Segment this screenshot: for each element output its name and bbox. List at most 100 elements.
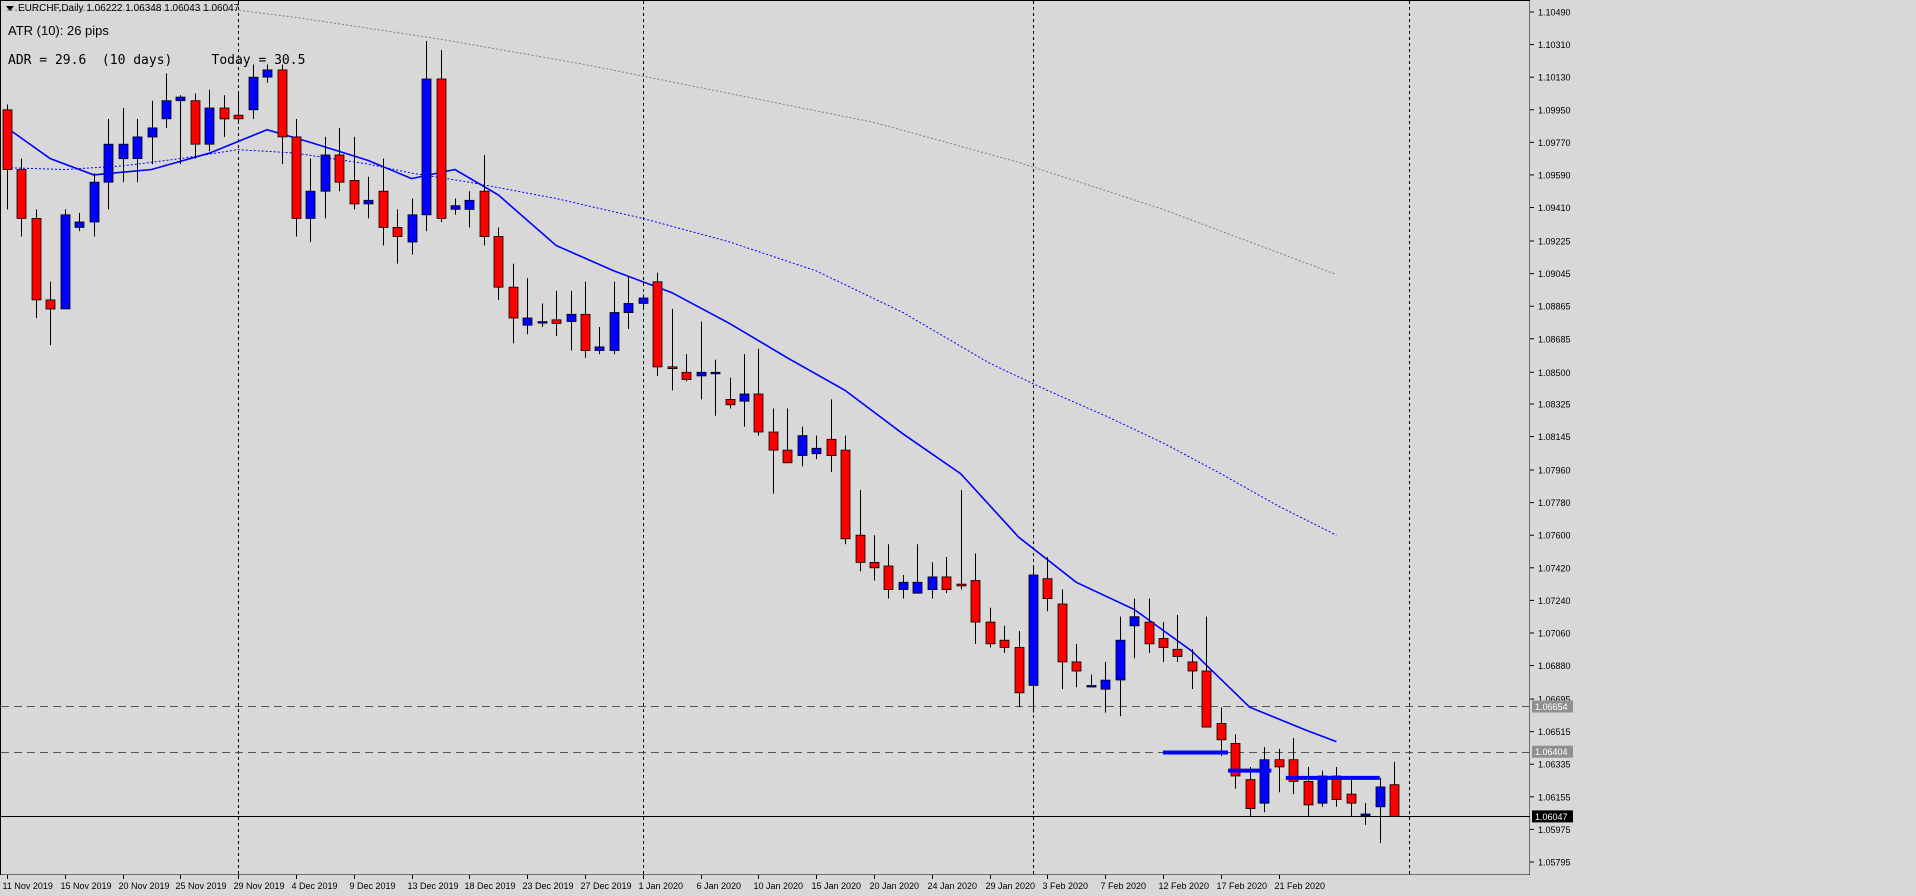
time-axis-tick-label: 1 Jan 2020 (639, 881, 684, 891)
candle-body (248, 76, 259, 111)
candle-body (1201, 670, 1212, 728)
price-axis-tick-label: 1.07780 (1538, 498, 1571, 508)
candle-body (118, 143, 129, 160)
symbol-ohlc-header: EURCHF,Daily 1.06222 1.06348 1.06043 1.0… (6, 3, 239, 14)
candle-body (1172, 648, 1183, 657)
candle-body (190, 100, 201, 145)
candle-body (132, 136, 143, 159)
candle-body (45, 299, 56, 310)
time-axis-tick-label: 18 Dec 2019 (465, 881, 516, 891)
candle-body (1014, 647, 1025, 694)
price-axis-tick-label: 1.06155 (1538, 792, 1571, 802)
candle-body (1071, 661, 1082, 672)
price-axis-tick-label: 1.09410 (1538, 203, 1571, 213)
price-axis-tick-label: 1.10310 (1538, 40, 1571, 50)
candle-body (609, 312, 620, 351)
candle-body (31, 217, 42, 301)
candle-body (941, 576, 952, 591)
candle-body (204, 107, 215, 145)
candle-body (768, 431, 779, 451)
candle-body (219, 107, 230, 120)
candle-body (566, 313, 577, 322)
price-axis-tick-label: 1.07960 (1538, 466, 1571, 476)
candle-body (999, 639, 1010, 648)
candle-body (1288, 759, 1299, 782)
candle-body (1259, 759, 1270, 804)
candle-body (16, 169, 27, 219)
time-axis-tick-label: 11 Nov 2019 (3, 881, 53, 891)
time-axis-tick-label: 7 Feb 2020 (1101, 881, 1147, 891)
candle-body (725, 398, 736, 406)
candle-body (378, 190, 389, 228)
candle-body (103, 143, 114, 183)
adr-indicator-label: ADR = 29.6 (10 days) Today = 30.5 (8, 53, 306, 68)
time-axis-tick-label: 4 Dec 2019 (292, 881, 338, 891)
candle-body (782, 449, 793, 464)
price-axis-tick-label: 1.06695 (1538, 695, 1571, 705)
time-axis-tick-label: 15 Nov 2019 (61, 881, 112, 891)
candle-body (1303, 781, 1314, 806)
candle-body (305, 190, 316, 219)
candle-body (1360, 813, 1371, 817)
candle-body (753, 393, 764, 433)
time-axis-tick-label: 3 Feb 2020 (1043, 881, 1089, 891)
candle-body (2, 109, 13, 170)
price-axis-tick-label: 1.07600 (1538, 531, 1571, 541)
time-axis-tick-label: 27 Dec 2019 (581, 881, 632, 891)
time-axis-tick-label: 25 Nov 2019 (176, 881, 227, 891)
dropdown-triangle-icon[interactable] (6, 5, 14, 11)
candle-body (1028, 574, 1039, 686)
price-axis-tick-label: 1.08865 (1538, 302, 1571, 312)
candle-body (392, 226, 403, 237)
candle-body (1375, 786, 1386, 808)
time-axis-tick-label: 15 Jan 2020 (812, 881, 862, 891)
price-axis-tick-label: 1.07420 (1538, 563, 1571, 573)
candle-body (739, 393, 750, 402)
price-axis-tick-label: 1.06515 (1538, 727, 1571, 737)
candle-body (479, 190, 490, 237)
candle-body (869, 562, 880, 569)
time-axis-tick-label: 29 Jan 2020 (986, 881, 1036, 891)
time-axis-tick-label: 10 Jan 2020 (754, 881, 804, 891)
candle-body (1346, 793, 1357, 804)
price-axis-tick-label: 1.10490 (1538, 8, 1571, 18)
price-level-tag (1532, 700, 1573, 713)
price-axis-tick-label: 1.09590 (1538, 170, 1571, 180)
time-axis-tick-label: 20 Jan 2020 (870, 881, 920, 891)
candle-body (1230, 743, 1241, 777)
candle-body (638, 297, 649, 304)
candle-body (1115, 639, 1126, 681)
price-axis-tick-label: 1.09950 (1538, 105, 1571, 115)
candle-body (233, 114, 244, 120)
candle-body (1317, 775, 1328, 804)
price-axis-tick-label: 1.08500 (1538, 368, 1571, 378)
candle-body (652, 281, 663, 368)
candle-body (898, 581, 909, 590)
candle-body (1274, 759, 1285, 768)
candle-body (1057, 603, 1068, 663)
candle-body (826, 438, 837, 456)
candle-body (1042, 578, 1053, 600)
candle-body (594, 346, 605, 351)
ma-slow-line (7, 9, 1337, 275)
price-level-tag (1532, 745, 1573, 758)
time-axis-tick-label: 9 Dec 2019 (350, 881, 396, 891)
candle-body (1086, 685, 1097, 688)
price-axis-tick-label: 1.08685 (1538, 334, 1571, 344)
price-axis-tick-label: 1.05975 (1538, 825, 1571, 835)
price-axis (1530, 0, 1916, 896)
time-axis-tick-label: 12 Feb 2020 (1159, 881, 1210, 891)
candle-body (681, 371, 692, 380)
plot-area (0, 0, 1531, 876)
ohlc-text: EURCHF,Daily 1.06222 1.06348 1.06043 1.0… (18, 3, 240, 14)
candle-body (970, 580, 981, 623)
candle-body (161, 100, 172, 120)
candle-body (580, 313, 591, 351)
candle-body (175, 96, 186, 102)
price-axis-tick-label: 1.09045 (1538, 269, 1571, 279)
candle-body (1144, 621, 1155, 645)
candle-body (291, 136, 302, 219)
candle-body (277, 69, 288, 138)
